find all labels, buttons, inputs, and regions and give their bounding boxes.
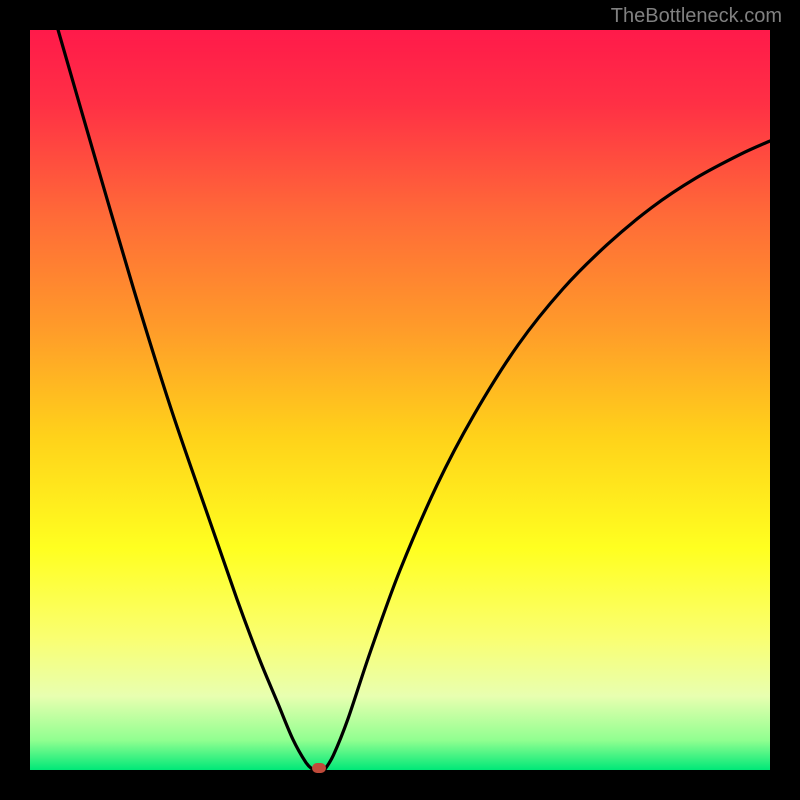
bottleneck-curve [30, 30, 770, 770]
plot-area [30, 30, 770, 770]
watermark-text: TheBottleneck.com [611, 5, 782, 28]
minimum-marker [312, 763, 326, 773]
